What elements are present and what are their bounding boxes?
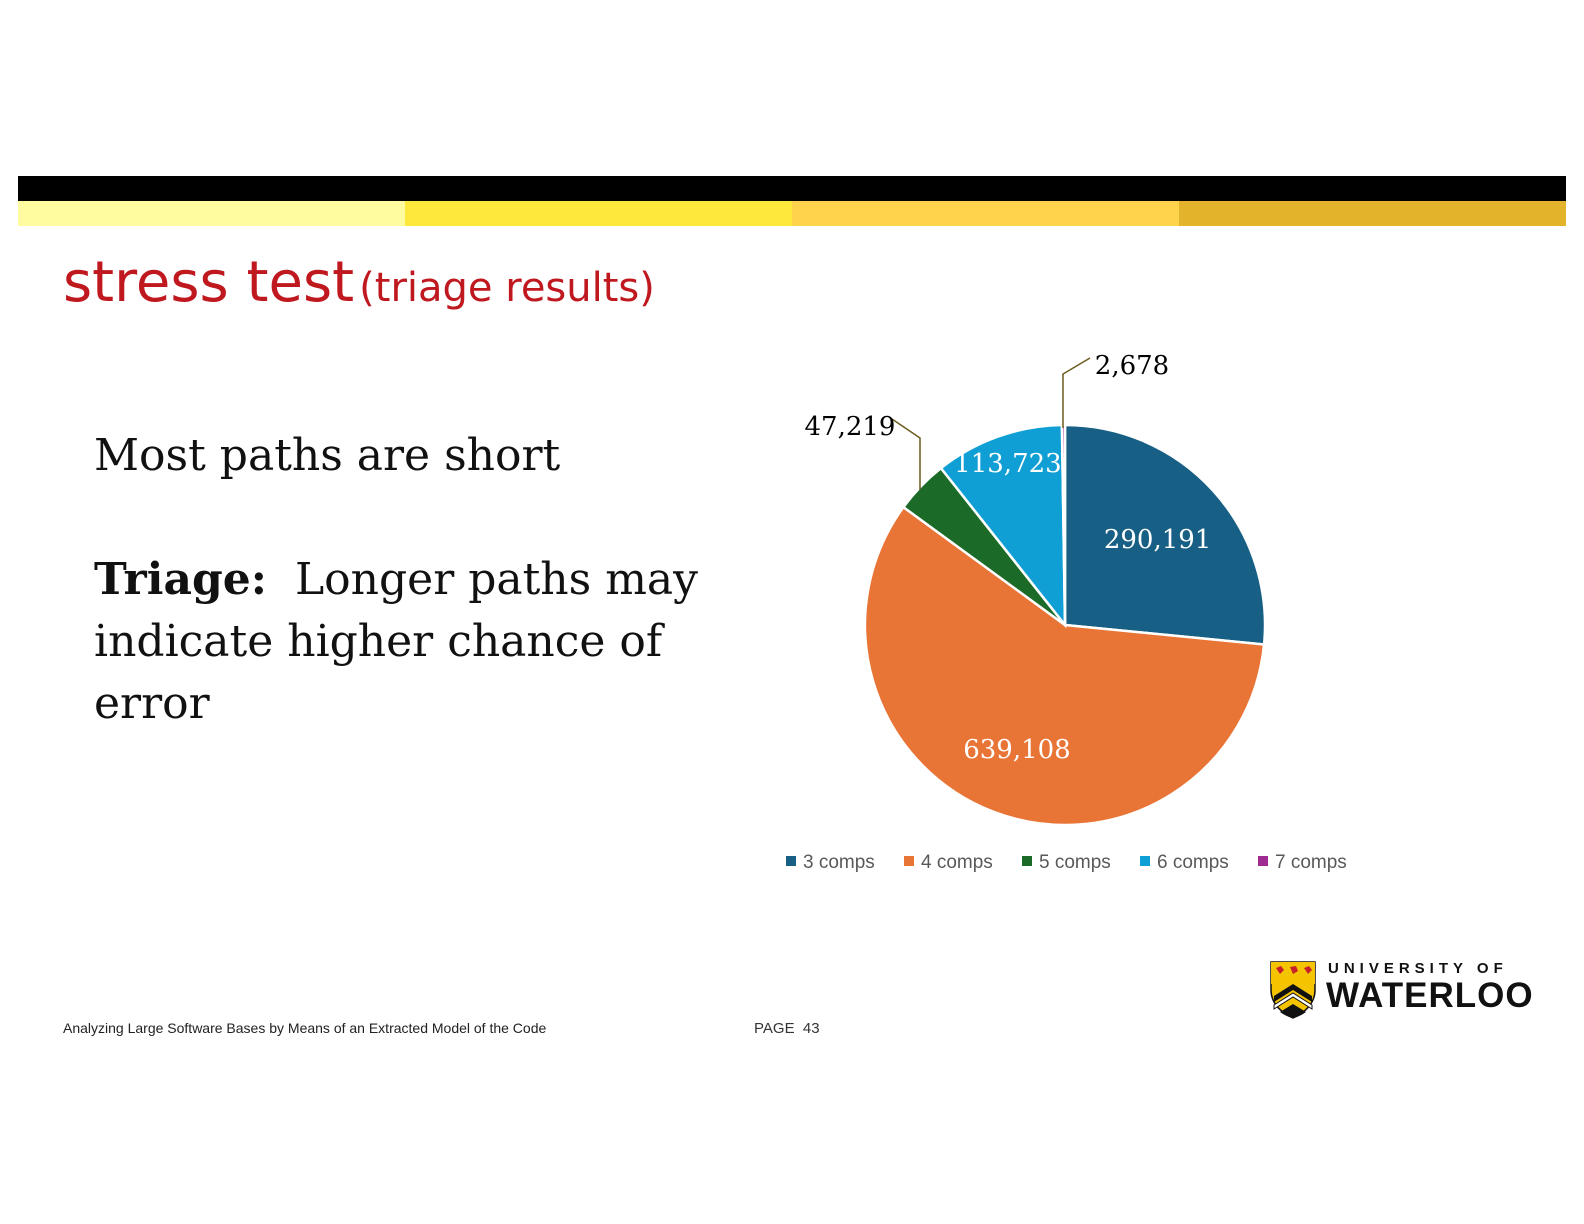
- footer-presentation-title: Analyzing Large Software Bases by Means …: [63, 1020, 547, 1036]
- legend-swatch: [786, 856, 796, 866]
- leader-line-7-comps: [1062, 357, 1091, 428]
- legend-item-6-comps: 6 comps: [1140, 852, 1229, 873]
- legend-item-7-comps: 7 comps: [1258, 852, 1347, 873]
- slide-title-sub: (triage results): [359, 265, 655, 311]
- legend-swatch: [1140, 856, 1150, 866]
- legend-swatch: [1258, 856, 1268, 866]
- legend-swatch: [904, 856, 914, 866]
- stripe-3: [792, 201, 1179, 226]
- stripe-2: [405, 201, 792, 226]
- university-logo: UNIVERSITY OF WATERLOO: [1268, 960, 1552, 1022]
- bullet-text-1: Most paths are short: [94, 430, 561, 481]
- legend-item-3-comps: 3 comps: [786, 852, 875, 873]
- stripe-1: [18, 201, 405, 226]
- bullet-text-2: Triage: Longer paths may indicate higher…: [94, 549, 714, 735]
- legend-label: 6 comps: [1157, 852, 1229, 873]
- page-number-value: 43: [802, 1020, 820, 1037]
- data-label-4-comps: 639,108: [963, 735, 1071, 765]
- slide-body: Most paths are short Triage: Longer path…: [94, 425, 714, 735]
- legend-label: 4 comps: [921, 852, 993, 873]
- pie-chart: 290,191 639,108 47,219 113,723 2,678 3 comps 4…: [786, 351, 1347, 873]
- logo-line2: WATERLOO: [1326, 976, 1534, 1015]
- triage-label: Triage:: [94, 554, 267, 605]
- page-number: PAGE 43: [754, 1020, 820, 1037]
- legend-label: 7 comps: [1275, 852, 1347, 873]
- legend-label: 3 comps: [803, 852, 875, 873]
- legend-item-5-comps: 5 comps: [1022, 852, 1111, 873]
- crest-icon: [1270, 961, 1316, 1019]
- triage-text: Longer paths may indicate higher chance …: [94, 554, 699, 729]
- legend-item-4-comps: 4 comps: [904, 852, 993, 873]
- data-label-3-comps: 290,191: [1104, 525, 1212, 555]
- data-label-7-comps: 2,678: [1095, 351, 1169, 381]
- data-label-5-comps: 47,219: [805, 412, 896, 442]
- data-label-6-comps: 113,723: [954, 449, 1062, 479]
- legend-label: 5 comps: [1039, 852, 1111, 873]
- legend-swatch: [1022, 856, 1032, 866]
- logo-line1: UNIVERSITY OF: [1328, 960, 1508, 977]
- slide-title-main: stress test: [63, 250, 355, 315]
- pie-slice-4-comps: [863, 505, 1266, 827]
- header-black-bar: [18, 176, 1566, 201]
- pie-slice-3-comps: [1063, 423, 1267, 646]
- pie-slice-6-comps: [939, 423, 1067, 629]
- stripe-4: [1179, 201, 1566, 226]
- slide-title: stress test (triage results): [63, 250, 655, 315]
- header-color-stripes: [18, 201, 1566, 226]
- page-label: PAGE: [754, 1020, 795, 1037]
- leader-line-5-comps: [891, 418, 921, 490]
